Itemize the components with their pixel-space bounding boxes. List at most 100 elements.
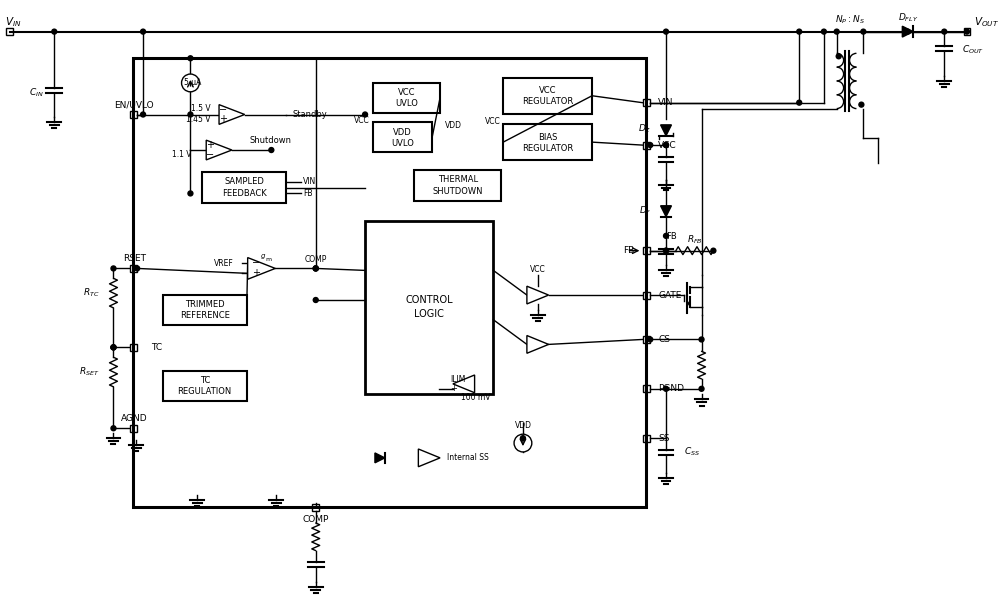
- Circle shape: [141, 29, 146, 34]
- Text: $D_Z$: $D_Z$: [637, 122, 651, 134]
- Bar: [642, 142, 649, 149]
- Circle shape: [111, 345, 116, 350]
- Text: VIN: VIN: [658, 98, 673, 107]
- Circle shape: [314, 266, 319, 271]
- Circle shape: [188, 191, 193, 196]
- Text: 100 mV: 100 mV: [461, 393, 491, 402]
- Text: REGULATOR: REGULATOR: [522, 143, 573, 152]
- Text: AGND: AGND: [121, 414, 148, 423]
- Text: $C_{OUT}$: $C_{OUT}$: [962, 43, 984, 56]
- Text: g: g: [261, 253, 266, 259]
- Text: FB: FB: [623, 246, 634, 255]
- Text: $V_{OUT}$: $V_{OUT}$: [974, 15, 999, 29]
- Circle shape: [663, 29, 668, 34]
- Text: FB: FB: [666, 232, 676, 241]
- Text: LOGIC: LOGIC: [415, 310, 445, 319]
- Text: 1.45 V: 1.45 V: [186, 115, 210, 124]
- Text: 1.5 V: 1.5 V: [191, 104, 210, 113]
- Bar: [642, 99, 649, 106]
- Text: +: +: [219, 115, 227, 124]
- Text: SHUTDOWN: SHUTDOWN: [433, 187, 484, 196]
- Text: Shutdown: Shutdown: [250, 136, 292, 145]
- Text: FEEDBACK: FEEDBACK: [222, 189, 267, 198]
- Text: PGND: PGND: [658, 385, 684, 394]
- Text: SS: SS: [658, 434, 669, 443]
- Text: VCC: VCC: [398, 88, 416, 97]
- Circle shape: [821, 29, 826, 34]
- Text: $V_{IN}$: $V_{IN}$: [5, 15, 21, 29]
- Circle shape: [520, 436, 525, 440]
- Bar: [963, 28, 970, 35]
- Text: 1.1 V: 1.1 V: [172, 151, 192, 160]
- Circle shape: [314, 298, 319, 302]
- Circle shape: [836, 54, 841, 59]
- Circle shape: [111, 345, 116, 350]
- Polygon shape: [526, 335, 548, 353]
- Text: REFERENCE: REFERENCE: [180, 311, 230, 320]
- Text: $D_F$: $D_F$: [638, 205, 651, 217]
- Text: TC: TC: [200, 376, 210, 385]
- Bar: [202, 172, 286, 203]
- Circle shape: [663, 143, 668, 148]
- Bar: [373, 122, 433, 152]
- Bar: [642, 385, 649, 392]
- Text: VCC: VCC: [485, 117, 500, 126]
- Polygon shape: [419, 449, 441, 467]
- Polygon shape: [375, 453, 385, 463]
- Bar: [313, 504, 320, 511]
- Text: TRIMMED: TRIMMED: [185, 301, 225, 310]
- Text: 5 μA: 5 μA: [184, 79, 201, 88]
- Circle shape: [964, 29, 969, 34]
- Text: $D_{FLY}$: $D_{FLY}$: [897, 11, 918, 24]
- Bar: [6, 28, 13, 35]
- Polygon shape: [206, 140, 232, 160]
- Circle shape: [514, 434, 531, 452]
- Text: −: −: [252, 259, 260, 268]
- Polygon shape: [248, 257, 276, 279]
- Circle shape: [111, 266, 116, 271]
- Circle shape: [663, 143, 668, 148]
- Text: −: −: [206, 150, 214, 160]
- Circle shape: [663, 233, 668, 238]
- Circle shape: [711, 248, 716, 253]
- Circle shape: [942, 29, 947, 34]
- Bar: [365, 221, 494, 394]
- Text: +: +: [450, 385, 457, 394]
- Circle shape: [859, 102, 864, 107]
- Circle shape: [905, 29, 910, 34]
- Text: TC: TC: [151, 343, 162, 352]
- Text: $R_{TC}$: $R_{TC}$: [83, 287, 100, 299]
- Text: ILIM: ILIM: [450, 376, 466, 385]
- Text: Standby: Standby: [292, 110, 327, 119]
- Bar: [130, 111, 137, 118]
- Text: VIN: VIN: [303, 177, 316, 186]
- Bar: [133, 58, 646, 507]
- Bar: [642, 434, 649, 442]
- Text: SAMPLED: SAMPLED: [224, 177, 264, 186]
- Text: GATE: GATE: [658, 290, 681, 299]
- Circle shape: [699, 337, 704, 342]
- Text: REGULATOR: REGULATOR: [522, 97, 573, 106]
- Text: Internal SS: Internal SS: [447, 454, 489, 463]
- Circle shape: [797, 100, 801, 105]
- Text: VREF: VREF: [214, 259, 234, 268]
- Bar: [130, 425, 137, 432]
- Circle shape: [663, 386, 668, 391]
- Bar: [503, 124, 592, 160]
- Text: FB: FB: [303, 189, 313, 198]
- Circle shape: [135, 266, 140, 271]
- Circle shape: [663, 248, 668, 253]
- Text: EN/UVLO: EN/UVLO: [114, 100, 154, 109]
- Text: VDD: VDD: [445, 121, 462, 130]
- Circle shape: [363, 112, 368, 117]
- Circle shape: [52, 29, 57, 34]
- Bar: [130, 265, 137, 272]
- Polygon shape: [526, 286, 548, 304]
- Text: VCC: VCC: [658, 140, 676, 149]
- Text: THERMAL: THERMAL: [438, 175, 478, 184]
- Circle shape: [699, 386, 704, 391]
- Text: COMP: COMP: [303, 515, 329, 524]
- Text: CS: CS: [658, 335, 670, 344]
- Text: RSET: RSET: [123, 254, 146, 263]
- Polygon shape: [453, 375, 475, 393]
